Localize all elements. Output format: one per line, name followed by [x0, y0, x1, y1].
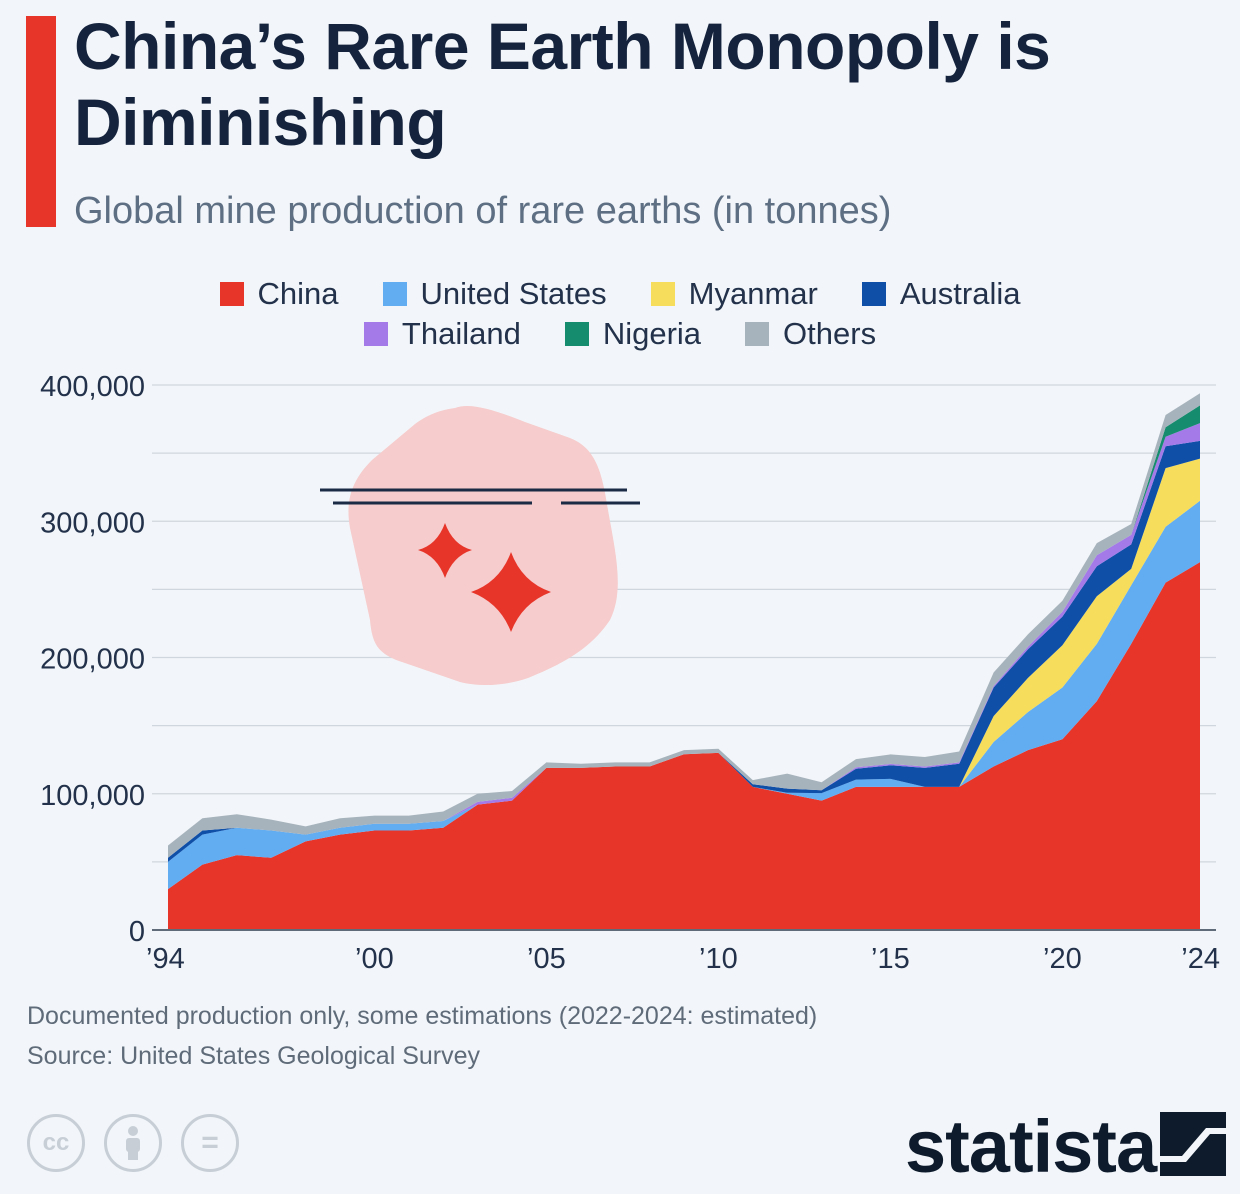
legend-label: Others	[783, 316, 877, 351]
area-united-states	[168, 500, 1200, 890]
sparkle-large-icon	[471, 552, 551, 632]
legend-swatch	[745, 322, 770, 346]
legend-swatch	[650, 282, 675, 306]
x-tick-label: ’00	[355, 943, 394, 975]
legend-row-1: China United States Myanmar Australia	[0, 276, 1240, 312]
sparkle-illustration	[320, 405, 640, 686]
axes: 0 100,000 200,000 300,000 400,000 ’94 ’00 ’05 ’1…	[40, 371, 1220, 975]
x-tick-label: ’20	[1043, 943, 1082, 975]
x-tick-label: ’24	[1181, 943, 1220, 975]
person-icon	[126, 1126, 140, 1160]
chart-title: China’s Rare Earth Monopoly is Diminishi…	[74, 9, 1051, 159]
y-tick-label: 0	[129, 916, 145, 948]
legend-label: Nigeria	[602, 316, 702, 351]
statista-wordmark[interactable]: statista	[905, 1105, 1157, 1188]
series-areas	[168, 393, 1200, 930]
legend-label: Myanmar	[688, 276, 818, 311]
legend-item-myanmar: Myanmar	[650, 276, 818, 312]
legend-swatch	[564, 322, 589, 346]
stacked-area-chart: 0 100,000 200,000 300,000 400,000 ’94 ’00 ’05 ’1…	[40, 371, 1220, 975]
sparkle-small-icon	[418, 523, 472, 578]
no-derivatives-icon[interactable]: =	[181, 1114, 239, 1172]
x-tick-label: ’05	[527, 943, 566, 975]
creative-commons-icon[interactable]: cc	[27, 1114, 85, 1172]
x-tick-label: ’10	[699, 943, 738, 975]
gridlines	[152, 384, 1216, 863]
y-tick-label: 200,000	[40, 644, 145, 676]
title-accent-bar	[26, 16, 56, 227]
footnote-source: Source: United States Geological Survey	[27, 1042, 481, 1070]
statista-logo-icon[interactable]	[1160, 1112, 1226, 1176]
legend-label: United States	[420, 276, 607, 311]
legend-item-thailand: Thailand	[363, 316, 521, 352]
x-tick-label: ’15	[871, 943, 910, 975]
legend-label: China	[257, 276, 339, 311]
legend-label: Thailand	[401, 316, 521, 351]
y-tick-label: 100,000	[40, 780, 145, 812]
legend-item-china: China	[219, 276, 339, 312]
legend-swatch	[382, 282, 407, 306]
x-tick-label: ’94	[146, 943, 185, 975]
legend-item-united-states: United States	[382, 276, 607, 312]
legend-label: Australia	[899, 276, 1021, 311]
area-china	[168, 562, 1200, 930]
legend-item-others: Others	[745, 316, 876, 352]
cc-label: cc	[42, 1129, 70, 1156]
chart-subtitle: Global mine production of rare earths (i…	[74, 190, 892, 232]
attribution-icon[interactable]	[104, 1114, 162, 1172]
legend-swatch	[363, 322, 388, 346]
legend-swatch	[861, 282, 886, 306]
y-tick-label: 300,000	[40, 507, 145, 539]
footnote-estimation: Documented production only, some estimat…	[27, 1002, 818, 1030]
legend-row-2: Thailand Nigeria Others	[0, 316, 1240, 352]
legend-swatch	[219, 282, 244, 306]
equal-label: =	[201, 1126, 219, 1159]
illustration-blob	[348, 405, 618, 686]
legend-item-australia: Australia	[861, 276, 1021, 312]
y-tick-label: 400,000	[40, 371, 145, 403]
legend-item-nigeria: Nigeria	[564, 316, 702, 352]
